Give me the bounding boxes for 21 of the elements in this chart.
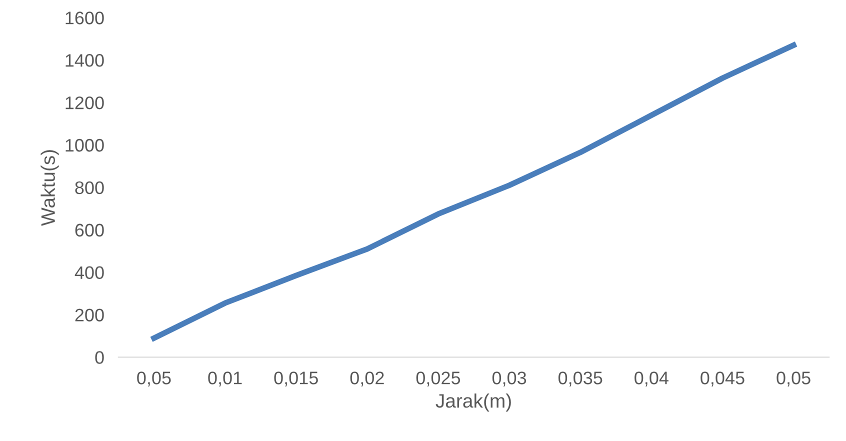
x-tick-label: 0,045	[700, 372, 744, 386]
x-tick-label: 0,035	[558, 372, 602, 386]
y-tick-label: 800	[75, 181, 104, 194]
y-tick-label: 1000	[66, 138, 104, 152]
y-tick-label: 0	[95, 351, 104, 364]
x-tick-label: 0,05	[776, 372, 810, 386]
y-tick-label: 600	[75, 224, 104, 237]
y-tick-label: 400	[74, 266, 104, 280]
x-tick-label: 0,025	[416, 372, 460, 386]
y-tick-label: 200	[75, 308, 104, 322]
x-tick-label: 0,015	[274, 372, 318, 386]
x-tick-label: 0,02	[350, 372, 384, 386]
x-tick-label: 0,01	[208, 372, 242, 386]
y-tick-label: 1400	[66, 54, 104, 67]
y-tick-label: 1600	[66, 12, 104, 24]
y-axis-title: Waktu(s)	[40, 150, 59, 226]
y-tick-label: 1200	[66, 96, 104, 110]
x-axis-title: Jarak(m)	[436, 393, 511, 412]
x-tick-label: 0,03	[492, 372, 526, 386]
x-tick-label: 0,04	[634, 372, 668, 386]
x-tick-label: 0,05	[137, 372, 171, 386]
